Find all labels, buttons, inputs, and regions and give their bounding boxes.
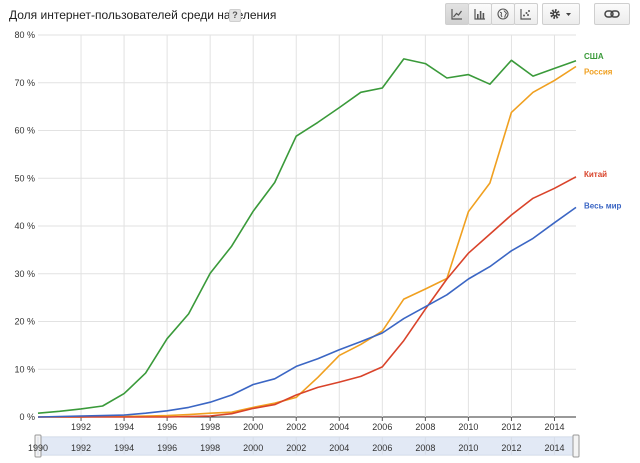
y-tick-label: 80 % [14,30,35,40]
series-line [38,65,577,418]
gear-icon [550,9,571,19]
y-tick-label: 40 % [14,221,35,231]
x-tick-label: 2012 [501,422,521,432]
series-label: Китай [584,170,607,179]
bar-chart-button[interactable] [468,3,492,25]
range-slider-label: 2014 [544,443,564,453]
map-button[interactable] [491,3,515,25]
y-tick-label: 10 % [14,364,35,374]
range-slider-label: 2012 [501,443,521,453]
range-slider-label: 2000 [243,443,263,453]
range-slider-label: 2004 [329,443,349,453]
link-icon [604,10,620,18]
y-tick-label: 70 % [14,78,35,88]
series-line [37,58,577,414]
x-tick-label: 2000 [243,422,263,432]
scatter-chart-button[interactable] [514,3,538,25]
range-slider-label: 1994 [114,443,134,453]
x-tick-label: 2010 [458,422,478,432]
range-slider-label: 1998 [200,443,220,453]
page-title: Доля интернет-пользователей среди населе… [9,8,277,22]
line-chart-icon [451,9,462,20]
y-tick-label: 30 % [14,269,35,279]
globe-icon [497,8,509,20]
range-slider-label: 2008 [415,443,435,453]
settings-button[interactable] [542,3,580,25]
x-tick-label: 2002 [286,422,306,432]
y-tick-label: 0 % [19,412,35,422]
x-tick-label: 1994 [114,422,134,432]
y-tick-label: 50 % [14,173,35,183]
x-tick-label: 2014 [544,422,564,432]
y-tick-label: 60 % [14,126,35,136]
x-tick-label: 2006 [372,422,392,432]
range-slider-label: 2002 [286,443,306,453]
y-tick-label: 20 % [14,317,35,327]
scatter-chart-icon [520,9,531,20]
x-tick-label: 2004 [329,422,349,432]
range-slider-label: 1990 [28,443,48,453]
range-slider-label: 1996 [157,443,177,453]
range-slider-label: 2010 [458,443,478,453]
x-tick-label: 1996 [157,422,177,432]
series-label: Россия [584,68,613,77]
help-button[interactable]: ? [229,9,241,22]
range-slider-label: 1992 [71,443,91,453]
series-line [37,206,577,418]
x-tick-label: 1998 [200,422,220,432]
range-slider-right-handle[interactable] [572,434,580,458]
range-slider[interactable]: 1990 1992 1994 1996 1998 2000 2002 2004 2006 2008… [28,434,580,458]
series-label: США [584,52,604,61]
x-tick-label: 1992 [71,422,91,432]
series-line [38,176,577,418]
x-tick-label: 2008 [415,422,435,432]
bar-chart-icon [474,9,485,20]
link-button[interactable] [594,3,630,25]
line-chart-button[interactable] [445,3,469,25]
series-label: Весь мир [584,201,622,210]
range-slider-selection [38,437,576,455]
range-slider-label: 2006 [372,443,392,453]
